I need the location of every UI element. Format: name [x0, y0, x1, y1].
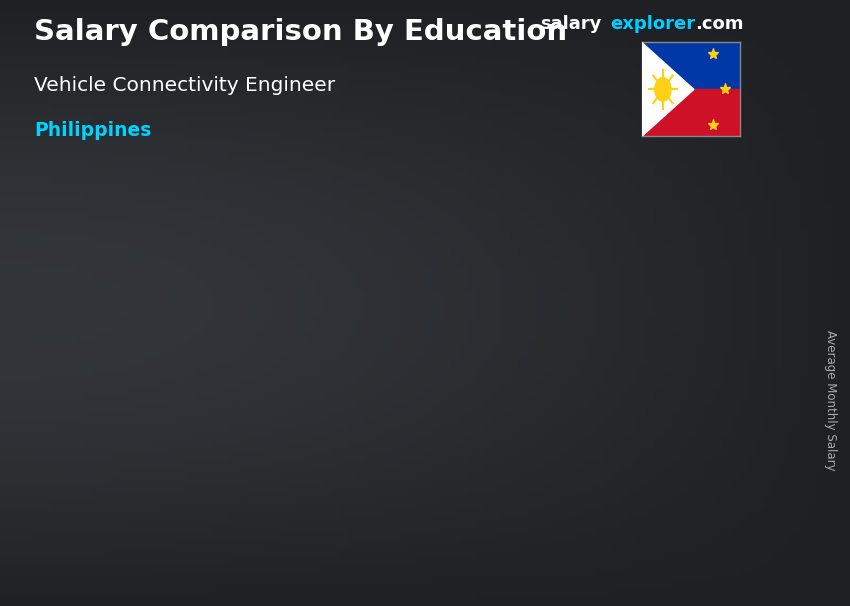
Text: +45%: +45%	[362, 272, 461, 301]
Bar	[642, 42, 740, 89]
Bar	[638, 302, 717, 308]
Bar	[464, 362, 542, 367]
Bar	[642, 89, 740, 136]
Text: Vehicle Connectivity Engineer: Vehicle Connectivity Engineer	[34, 76, 335, 95]
Polygon shape	[642, 42, 694, 136]
Text: 44,600 PHP: 44,600 PHP	[433, 345, 512, 359]
Text: explorer: explorer	[610, 15, 695, 33]
Text: 58,500 PHP: 58,500 PHP	[606, 284, 686, 298]
Text: Philippines: Philippines	[34, 121, 151, 140]
Text: Average Monthly Salary: Average Monthly Salary	[824, 330, 837, 470]
Text: salary: salary	[540, 15, 601, 33]
Bar	[291, 423, 369, 426]
Text: 30,800 PHP: 30,800 PHP	[258, 405, 338, 419]
FancyArrowPatch shape	[407, 58, 655, 387]
Circle shape	[654, 78, 672, 101]
Text: 26,200 PHP: 26,200 PHP	[84, 425, 164, 439]
Bar	[116, 443, 195, 446]
Text: Salary Comparison By Education: Salary Comparison By Education	[34, 18, 567, 46]
Text: +18%: +18%	[189, 338, 279, 366]
Text: .com: .com	[695, 15, 744, 33]
FancyArrowPatch shape	[42, 150, 308, 434]
FancyArrowPatch shape	[229, 113, 481, 435]
Text: +31%: +31%	[541, 216, 630, 245]
